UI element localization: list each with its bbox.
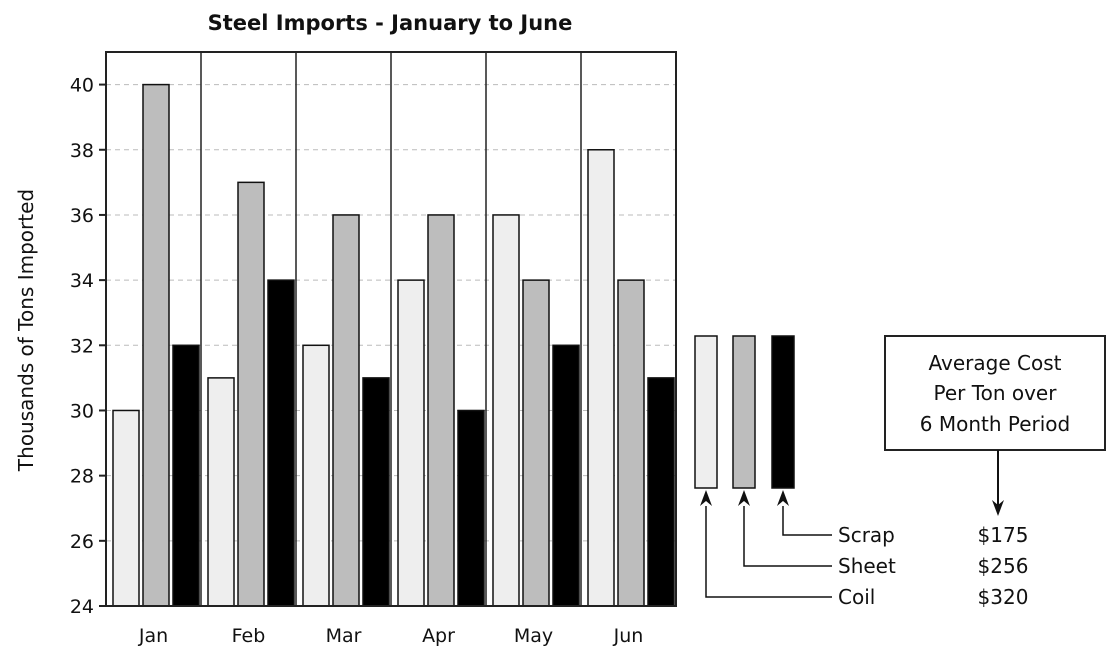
legend-arrowhead-sheet [738, 490, 750, 506]
y-tick-label: 28 [70, 466, 94, 488]
bar-scrap-jan [172, 344, 200, 607]
bar-coil-jun [587, 149, 615, 607]
x-axis-ticks: Jan Feb Mar Apr May Jun [138, 625, 643, 647]
bar-scrap-feb [267, 279, 295, 607]
x-tick-label: Jun [613, 625, 644, 647]
plot-frame [105, 51, 677, 607]
category-separators [200, 52, 582, 606]
bar-coil-mar [302, 344, 330, 607]
x-tick-label: Jan [138, 625, 168, 647]
y-tick-label: 34 [70, 270, 94, 292]
legend-swatch-scrap [771, 335, 795, 489]
y-tick-label: 36 [70, 205, 94, 227]
y-tick-label: 30 [70, 400, 94, 422]
x-tick-label: Apr [422, 625, 455, 647]
legend-connector-coil [705, 506, 832, 598]
cost-annotation-arrowhead [992, 500, 1004, 516]
y-tick-label: 40 [70, 75, 94, 97]
y-tick-label: 24 [70, 596, 94, 618]
legend-cost-scrap: $175 [978, 523, 1029, 547]
cost-annotation-line-3: 6 Month Period [920, 412, 1071, 436]
legend-arrowhead-coil [700, 490, 712, 506]
x-tick-label: May [514, 625, 553, 647]
legend-connector-sheet [743, 506, 832, 567]
bars [112, 83, 675, 607]
bar-scrap-may [552, 344, 580, 607]
bar-sheet-jun [617, 279, 645, 607]
bar-coil-may [492, 214, 520, 607]
y-axis-ticks: 24 26 28 30 32 34 36 38 40 [70, 75, 106, 618]
x-tick-label: Mar [326, 625, 362, 647]
bar-coil-jan [112, 409, 140, 607]
cost-annotation-line-2: Per Ton over [934, 381, 1058, 405]
cost-annotation-box [884, 335, 1106, 451]
y-tick-label: 26 [70, 531, 94, 553]
bar-sheet-may [522, 279, 550, 607]
cost-annotation-line-1: Average Cost [929, 351, 1062, 375]
legend-label-sheet: Sheet [838, 554, 896, 578]
legend-cost-coil: $320 [978, 585, 1029, 609]
chart-title: Steel Imports - January to June [208, 11, 573, 35]
legend-swatch-coil [694, 335, 718, 489]
x-tick-label: Feb [232, 625, 266, 647]
legend-arrowhead-scrap [777, 490, 789, 506]
bar-sheet-apr [427, 214, 455, 607]
legend-swatch-sheet [732, 335, 756, 489]
bar-scrap-mar [362, 377, 390, 607]
bar-sheet-feb [237, 181, 265, 607]
legend: Scrap $175 Sheet $256 Coil $320 [694, 335, 1029, 609]
bar-scrap-jun [647, 377, 675, 607]
bar-sheet-jan [142, 83, 170, 607]
y-tick-label: 38 [70, 140, 94, 162]
legend-label-coil: Coil [838, 585, 875, 609]
legend-connector-scrap [782, 506, 832, 536]
bar-coil-apr [397, 279, 425, 607]
y-tick-label: 32 [70, 335, 94, 357]
legend-cost-sheet: $256 [978, 554, 1029, 578]
bar-sheet-mar [332, 214, 360, 607]
bar-scrap-apr [457, 409, 485, 607]
cost-annotation: Average Cost Per Ton over 6 Month Period [884, 335, 1106, 516]
y-axis-title: Thousands of Tons Imported [14, 189, 38, 472]
bar-coil-feb [207, 377, 235, 607]
legend-label-scrap: Scrap [838, 523, 895, 547]
